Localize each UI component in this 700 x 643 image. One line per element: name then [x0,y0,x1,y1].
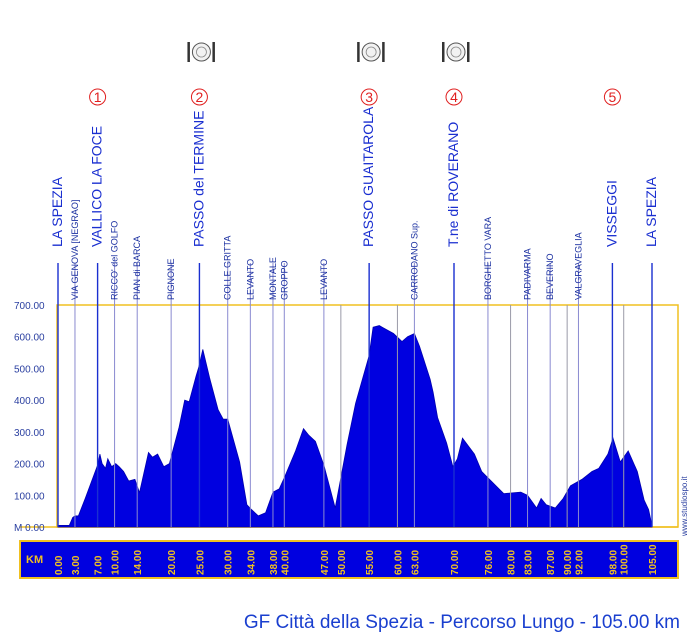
x-tick-label: 83.00 [524,550,535,575]
plate-shape [361,42,381,62]
checkpoint-badge [445,88,463,106]
x-tick-label: 50.00 [337,550,348,575]
x-tick-label: 3.00 [71,555,82,575]
y-tick-label: 200.00 [14,460,45,471]
y-axis-group: M 0.00 100.00 200.00 300.00 400.00 500.00 600.… [14,301,45,534]
x-tick-label: 80.00 [507,550,518,575]
checkpoint-badge [89,88,107,106]
location-label: BORGHETTO VARA [483,217,493,300]
knife-shape [467,42,470,62]
location-label: COLLE GRITTA [223,236,233,300]
plate-inner-shape [365,46,377,58]
x-tick-label: 98.00 [608,550,619,575]
knife-shape [382,42,385,62]
x-tick-label: 87.00 [546,550,557,575]
location-labels-group: LA SPEZIA VIA GENOVA [NEGRAO] VALLICO LA F… [49,106,659,300]
major-location-label: PASSO del TERMINE [190,111,206,247]
checkpoint-badge-number: 2 [196,89,204,105]
major-location-label: LA SPEZIA [643,176,659,247]
location-label: LEVANTO [319,259,329,300]
major-location-label: T.ne di ROVERANO [445,122,461,247]
food-icon [442,42,470,62]
plate-inner-shape [196,46,207,58]
x-tick-label: 100.00 [620,544,631,575]
x-tick-label: 76.00 [484,550,495,575]
location-label: PIAN di BARCA [132,236,142,300]
food-icon [357,42,385,62]
fork-shape [442,42,445,62]
checkpoint-badges-group: 1 2 3 4 5 [89,88,621,106]
major-location-label: PASSO GUAITAROLA [360,106,376,247]
elevation-area [57,325,653,528]
x-tick-label: 10.00 [111,550,122,575]
checkpoint-badge [190,88,208,106]
checkpoint-badge-number: 5 [609,89,617,105]
knife-shape [212,42,215,62]
food-icons-group [187,42,470,62]
x-tick-label: 38.00 [269,550,280,575]
km-bar-label: KM [26,554,43,566]
x-tick-label: 14.00 [133,550,144,575]
x-tick-label: 40.00 [280,550,291,575]
location-label: CARRODANO Sup. [409,220,419,300]
watermark-group: www.studiospo.it [680,476,689,537]
y-tick-label: M 0.00 [14,523,45,534]
location-label: BEVERINO [545,253,555,300]
major-location-label: VALLICO LA FOCE [89,126,105,247]
x-tick-label: 92.00 [574,550,585,575]
location-label: LEVANTO [245,259,255,300]
location-label: VALGRAVEGLIA [573,232,583,300]
x-tick-label: 47.00 [320,550,331,575]
x-tick-label: 20.00 [167,550,178,575]
y-tick-label: 600.00 [14,333,45,344]
food-icon [187,42,215,62]
plate-shape [446,42,466,62]
major-location-label: VISSEGGI [603,180,619,247]
km-bar [19,540,679,579]
checkpoint-badge [360,88,378,106]
elevation-area-group [57,325,653,528]
plate-inner-shape [450,46,462,58]
x-tick-label: 34.00 [246,550,257,575]
checkpoint-badge-number: 1 [94,89,102,105]
km-bar-group: KM 0.00 3.00 7.00 10.00 14.00 20.00 25.00 30.00 3… [19,540,679,579]
location-label: PIGNONE [166,258,176,300]
x-tick-label: 60.00 [393,550,404,575]
x-tick-label: 25.00 [195,550,206,575]
marker-lines-group [57,263,653,527]
y-tick-label: 100.00 [14,491,45,502]
x-tick-label: 63.00 [410,550,421,575]
y-tick-label: 700.00 [14,301,45,312]
chart-subtitle: GF Città della Spezia - Percorso Lungo -… [243,612,680,633]
x-tick-label: 70.00 [450,550,461,575]
y-tick-label: 400.00 [14,396,45,407]
major-location-label: LA SPEZIA [49,176,65,247]
location-label: VIA GENOVA [NEGRAO] [70,200,80,300]
x-tick-label: 55.00 [365,550,376,575]
x-tick-label: 105.00 [648,544,659,575]
location-label: RICCO' del GOLFO [110,221,120,300]
y-tick-label: 300.00 [14,428,45,439]
fork-shape [187,42,190,62]
location-label: MONTALE [268,257,278,300]
checkpoint-badge [603,88,621,106]
x-tick-label: 7.00 [94,555,105,575]
checkpoint-badge-number: 4 [450,89,458,105]
x-tick-label: 90.00 [563,550,574,575]
location-label: PADIVARMA [523,248,533,300]
location-label: GROPPO [279,260,289,300]
watermark-text: www.studiospo.it [680,476,689,537]
fork-shape [357,42,360,62]
checkpoint-badge-number: 3 [365,89,373,105]
x-tick-label: 30.00 [224,550,235,575]
plate-shape [191,42,211,62]
y-tick-label: 500.00 [14,364,45,375]
x-tick-label: 0.00 [54,555,65,575]
